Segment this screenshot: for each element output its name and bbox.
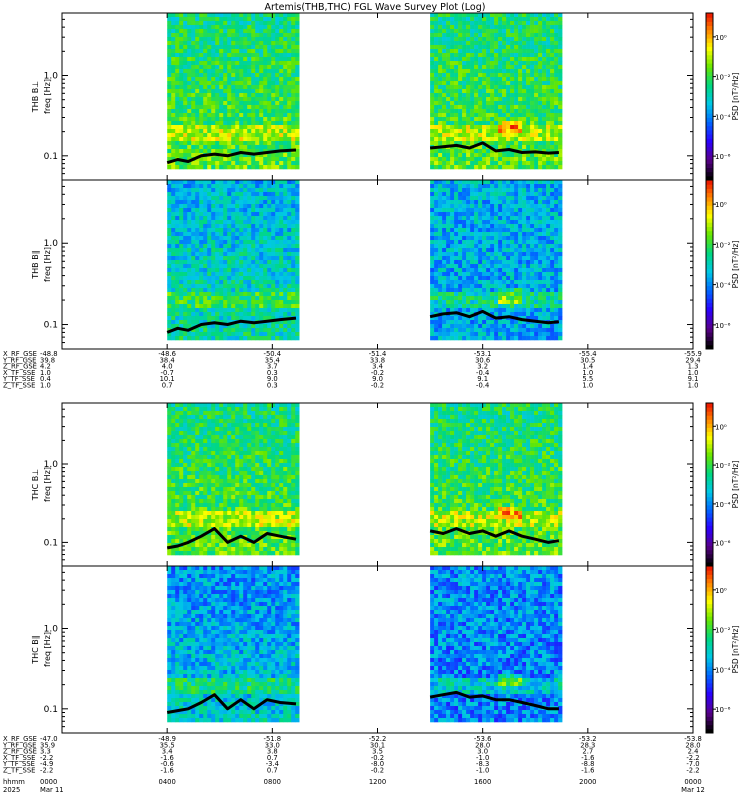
spectrogram-block — [167, 403, 299, 555]
colorbar-tick-label: 10⁻² — [715, 241, 731, 249]
orbit-value: -0.4 — [476, 382, 489, 390]
y-tick-label: 0.1 — [44, 705, 58, 715]
colorbar-tick-label: 10⁻² — [715, 462, 731, 470]
spectrogram-block — [167, 566, 299, 722]
colorbar-label: PSD [nT²/Hz] — [731, 461, 740, 509]
spectrogram-block — [167, 13, 299, 169]
orbit-table: X_RF_GSE-47.0-48.9-51.8-52.2-53.6-53.2-5… — [2, 735, 702, 775]
panel-frame — [62, 403, 693, 566]
colorbar-tick-label: 10⁰ — [715, 34, 727, 42]
orbit-value: 0.7 — [267, 767, 278, 775]
colorbar-label: PSD [nT²/Hz] — [731, 626, 740, 674]
colorbar-tick-label: 10⁻⁴ — [715, 113, 731, 121]
panel-unit-label: freq [Hz] — [43, 79, 52, 114]
orbit-value: -0.2 — [371, 382, 384, 390]
orbit-row-label: Z_TF_SSE — [3, 767, 35, 775]
panel-frame — [62, 180, 693, 349]
colorbar-label: PSD [nT²/Hz] — [731, 241, 740, 289]
colorbar-tick-label: 10⁻² — [715, 627, 731, 635]
colorbar-tick-label: 10⁻⁴ — [715, 501, 731, 509]
orbit-value: 0.3 — [267, 382, 278, 390]
colorbar-tick-label: 10⁰ — [715, 423, 727, 431]
colorbar-tick-label: 10⁻² — [715, 74, 731, 82]
orbit-value: -2.2 — [40, 767, 53, 775]
orbit-value: -2.2 — [686, 767, 699, 775]
y-tick-label: 0.1 — [44, 538, 58, 548]
colorbar: 10⁰ 10⁻² 10⁻⁴ 10⁻⁶ PSD [nT²/Hz] — [706, 566, 740, 734]
y-tick-label: 0.1 — [44, 321, 58, 331]
panel-ylabel: THB B⊥ — [31, 81, 40, 113]
colorbar-tick-label: 10⁻⁶ — [715, 322, 731, 330]
colorbar-tick-label: 10⁻⁶ — [715, 153, 731, 161]
orbit-table: X_RF_GSE-48.8-48.6-50.4-51.4-53.1-55.4-5… — [2, 350, 702, 390]
colorbar: 10⁰ 10⁻² 10⁻⁴ 10⁻⁶ PSD [nT²/Hz] — [706, 13, 740, 181]
orbit-value: 0.7 — [162, 382, 173, 390]
orbit-value: -1.0 — [476, 767, 489, 775]
chart-title: Artemis(THB,THC) FGL Wave Survey Plot (L… — [265, 2, 486, 13]
x-tick-label: 0000 — [40, 778, 57, 786]
orbit-row-label: Z_TF_SSE — [3, 382, 35, 390]
x-tick-label: 2000 — [579, 778, 596, 786]
orbit-value: -0.2 — [371, 767, 384, 775]
x-tick-label: 0400 — [159, 778, 176, 786]
colorbar: 10⁰ 10⁻² 10⁻⁴ 10⁻⁶ PSD [nT²/Hz] — [706, 403, 740, 567]
y-tick-label: 0.1 — [44, 152, 58, 162]
orbit-value: -1.6 — [161, 767, 174, 775]
panel-ylabel: THB B∥ — [31, 250, 40, 279]
panel-unit-label: freq [Hz] — [43, 467, 52, 502]
colorbar-tick-label: 10⁻⁴ — [715, 666, 731, 674]
colorbar-tick-label: 10⁰ — [715, 587, 727, 595]
x-tick-label: 1200 — [369, 778, 386, 786]
panel-frame — [62, 566, 693, 733]
colorbar-tick-label: 10⁻⁶ — [715, 540, 731, 548]
x-tick-label: 1600 — [474, 778, 491, 786]
x-axis-title: hhmm — [3, 778, 25, 786]
colorbar-tick-label: 10⁻⁴ — [715, 282, 731, 290]
panel-ylabel: THC B∥ — [31, 635, 40, 665]
year-label: 2025 — [3, 786, 20, 794]
spectrogram-block — [430, 180, 562, 340]
panel-ylabel: THC B⊥ — [31, 469, 40, 502]
spectrogram-block — [167, 180, 299, 340]
orbit-value: -1.6 — [581, 767, 594, 775]
colorbar-tick-label: 10⁻⁶ — [715, 706, 731, 714]
x-tick-label: 0800 — [264, 778, 281, 786]
orbit-value: 1.0 — [688, 382, 699, 390]
date-label: Mar 12 — [681, 786, 705, 794]
date-label: Mar 11 — [40, 786, 64, 794]
orbit-value: 1.0 — [582, 382, 593, 390]
colorbar: 10⁰ 10⁻² 10⁻⁴ 10⁻⁶ PSD [nT²/Hz] — [706, 180, 740, 350]
colorbar-label: PSD [nT²/Hz] — [731, 73, 740, 121]
colorbar-tick-label: 10⁰ — [715, 201, 727, 209]
panel-frame — [62, 13, 693, 180]
x-tick-label: 0000 — [684, 778, 701, 786]
panel-unit-label: freq [Hz] — [43, 247, 52, 282]
panel-unit-label: freq [Hz] — [43, 632, 52, 667]
orbit-value: 1.0 — [40, 382, 51, 390]
